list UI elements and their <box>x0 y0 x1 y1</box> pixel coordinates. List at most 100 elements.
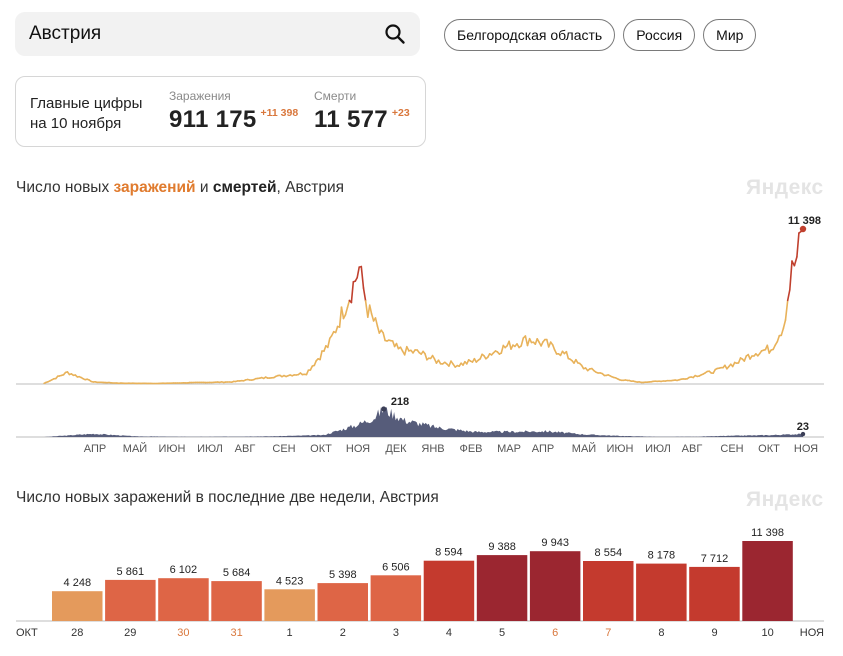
deaths-delta: +23 <box>391 107 410 119</box>
bar-value-label: 8 554 <box>595 547 623 559</box>
month-label: НОЯ <box>794 443 818 455</box>
infections-value: 911 175 <box>169 106 257 133</box>
deaths-last-point[interactable] <box>800 431 806 437</box>
bar[interactable] <box>476 555 528 621</box>
infections-peak-label: 11 398 <box>788 215 821 227</box>
month-label: СЕН <box>720 443 743 455</box>
month-label: ИЮЛ <box>645 443 671 455</box>
infections-line-segment <box>338 306 343 328</box>
bar[interactable] <box>583 561 634 621</box>
chart1-title-infections: заражений <box>113 179 196 196</box>
bar-value-label: 8 178 <box>648 550 676 562</box>
infections-line-segment <box>360 265 365 289</box>
bar-value-label: 8 594 <box>435 547 463 559</box>
infections-peak-point[interactable] <box>799 225 807 233</box>
summary-title: Главные цифры на 10 ноября <box>30 94 142 134</box>
region-button-russia[interactable]: Россия <box>623 19 696 51</box>
infections-line-segment <box>403 345 408 356</box>
bar[interactable] <box>689 566 740 621</box>
bar-category-label: 2 <box>340 627 346 639</box>
infections-line-segment <box>376 325 381 334</box>
infections-line-segment <box>766 344 771 354</box>
infections-line-segment <box>737 357 742 364</box>
deaths-last-label: 23 <box>797 421 809 433</box>
month-label: МАЙ <box>572 442 596 455</box>
bar[interactable] <box>158 578 209 621</box>
month-label: АВГ <box>682 443 703 455</box>
infections-line-segment <box>374 317 379 327</box>
infections-line-segment <box>508 340 512 350</box>
month-label: ОКТ <box>310 443 332 455</box>
deaths-area <box>44 407 804 437</box>
region-buttons: Белгородская область Россия Мир <box>444 19 757 51</box>
bar-value-label: 5 684 <box>223 567 251 579</box>
bar-category-label: 29 <box>124 627 136 639</box>
bar-value-label: 6 102 <box>170 564 198 576</box>
deaths-peak-label: 218 <box>391 396 409 408</box>
bar[interactable] <box>529 551 581 621</box>
bar-category-label: 8 <box>658 627 664 639</box>
bar[interactable] <box>423 560 475 621</box>
bar[interactable] <box>264 589 315 621</box>
infections-deaths-chart: АПР МАЙ ИЮН ИЮЛ АВГ СЕН ОКТ НОЯ ДЕК ЯНВ ФЕВ МАР АПР М… <box>16 215 824 455</box>
search-icon[interactable] <box>384 23 406 45</box>
bar[interactable] <box>105 579 156 621</box>
bar-category-label: 6 <box>552 627 558 639</box>
bar[interactable] <box>52 591 103 621</box>
infections-line-segment <box>796 232 800 258</box>
deaths-peak-point[interactable] <box>381 406 387 412</box>
bar-category-label: 10 <box>761 627 773 639</box>
infections-line-segment <box>313 359 318 367</box>
month-label: АПР <box>84 443 106 455</box>
month-label: ЯНВ <box>421 443 444 455</box>
chart1-title-deaths: смертей <box>212 179 277 196</box>
bar-category-label: 28 <box>71 627 83 639</box>
region-button-world[interactable]: Мир <box>703 19 757 51</box>
infections-line-segment <box>565 350 570 360</box>
bar[interactable] <box>317 583 369 621</box>
infections-delta: +11 398 <box>260 107 299 119</box>
month-label: МАР <box>497 443 521 455</box>
bar[interactable] <box>370 575 422 621</box>
infections-line-segment <box>368 304 373 315</box>
bar-category-label: 31 <box>230 627 242 639</box>
infections-line-segment <box>326 337 331 349</box>
infections-line-segment <box>784 299 789 321</box>
infections-line-segment <box>395 342 400 350</box>
bar-start-month: ОКТ <box>16 627 38 639</box>
bar[interactable] <box>636 563 687 621</box>
bar-value-label: 7 712 <box>701 553 729 565</box>
infections-line-segment <box>786 289 791 302</box>
infections-line-segment <box>520 337 525 347</box>
infections-line-segment <box>793 256 798 267</box>
bar-category-label: 9 <box>711 627 717 639</box>
bar-category-label: 7 <box>605 627 611 639</box>
bar-end-month: НОЯ <box>800 627 824 639</box>
infections-line-segment <box>743 355 748 362</box>
chart1-title-and: и <box>195 179 213 196</box>
chart1-watermark: Яндекс <box>746 176 824 199</box>
infections-stat: Заражения 911 175 +11 398 <box>169 89 298 134</box>
summary-title-line2: на 10 ноября <box>30 115 122 132</box>
search-value: Австрия <box>29 23 102 44</box>
chart2-title: Число новых заражений в последние две не… <box>16 489 439 506</box>
bar-value-label: 5 861 <box>117 566 145 578</box>
bar[interactable] <box>211 581 262 621</box>
bar-value-label: 4 248 <box>64 577 92 589</box>
bar[interactable] <box>742 541 793 621</box>
infections-line-segment <box>776 334 781 343</box>
infections-line-segment <box>350 281 355 304</box>
region-button-belgorod[interactable]: Белгородская область <box>444 19 616 51</box>
month-label: ИЮН <box>159 443 186 455</box>
chart1-title: Число новых заражений и смертей, Австрия <box>16 179 344 197</box>
bar-category-label: 3 <box>393 627 399 639</box>
search-input[interactable]: Австрия <box>15 12 420 56</box>
deaths-stat: Смерти 11 577 +23 <box>314 89 410 134</box>
infections-label: Заражения <box>169 89 231 103</box>
infections-line-segment <box>370 313 375 322</box>
infections-line-segment <box>424 352 428 361</box>
month-label: ФЕВ <box>459 443 482 455</box>
bar-value-label: 9 388 <box>488 541 516 553</box>
summary-card: Главные цифры на 10 ноября Заражения 911… <box>15 76 426 147</box>
